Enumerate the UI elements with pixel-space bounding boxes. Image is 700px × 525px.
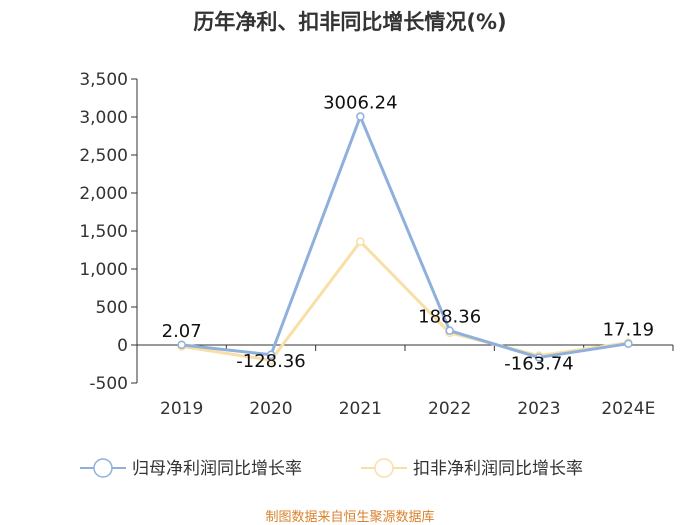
y-tick-label: 1,500 [79, 222, 128, 242]
y-tick-label: 0 [117, 336, 128, 356]
y-tick-label: 3,500 [79, 70, 128, 90]
legend-marker [374, 458, 394, 478]
y-tick-label: 3,000 [79, 108, 128, 128]
y-tick-label: -500 [89, 374, 128, 394]
series-0-point[interactable] [624, 339, 633, 348]
data-label: -128.36 [236, 351, 305, 372]
x-tick-label: 2024E [601, 399, 655, 419]
data-label: 3006.24 [323, 93, 397, 114]
x-tick-label: 2020 [249, 399, 292, 419]
x-tick-label: 2022 [428, 399, 471, 419]
data-label: 2.07 [162, 321, 202, 342]
y-tick-label: 1,000 [79, 260, 128, 280]
data-label: 188.36 [418, 307, 481, 328]
series-0-point[interactable] [534, 353, 544, 362]
series-1-point[interactable] [356, 237, 365, 246]
legend-marker [93, 458, 113, 478]
x-tick-label: 2019 [160, 399, 203, 419]
x-tick-label: 2021 [339, 399, 382, 419]
axes: -500 0 500 1,000 1,500 2,000 2,500 3,000 3,500 20… [79, 70, 674, 419]
legend-item-0[interactable]: 归母净利润同比增长率 [80, 458, 302, 479]
series-0-point[interactable] [177, 340, 186, 350]
x-tick-label: 2023 [517, 399, 560, 419]
source-note: 制图数据来自恒生聚源数据库 [265, 509, 434, 525]
series-0-point[interactable] [445, 326, 454, 335]
legend-label: 归母净利润同比增长率 [132, 459, 302, 479]
series-line-0 [181, 115, 629, 359]
data-label: 17.19 [603, 320, 655, 341]
y-tick-label: 2,500 [79, 146, 128, 166]
series-layer [177, 112, 633, 365]
chart-title: 历年净利、扣非同比增长情况(%) [193, 10, 506, 34]
data-labels: 2.07 -128.36 3006.24 188.36 -163.74 17.19 [162, 93, 654, 375]
series-0-point[interactable] [356, 112, 365, 121]
data-label: -163.74 [504, 353, 573, 374]
y-tick-label: 2,000 [79, 184, 128, 204]
series-0-point[interactable] [266, 350, 276, 360]
legend-item-1[interactable]: 扣非净利润同比增长率 [361, 458, 583, 479]
series-line-1 [181, 240, 629, 362]
y-tick-label: 500 [96, 298, 128, 318]
legend[interactable]: 归母净利润同比增长率 扣非净利润同比增长率 [80, 458, 583, 479]
legend-label: 扣非净利润同比增长率 [413, 459, 583, 479]
